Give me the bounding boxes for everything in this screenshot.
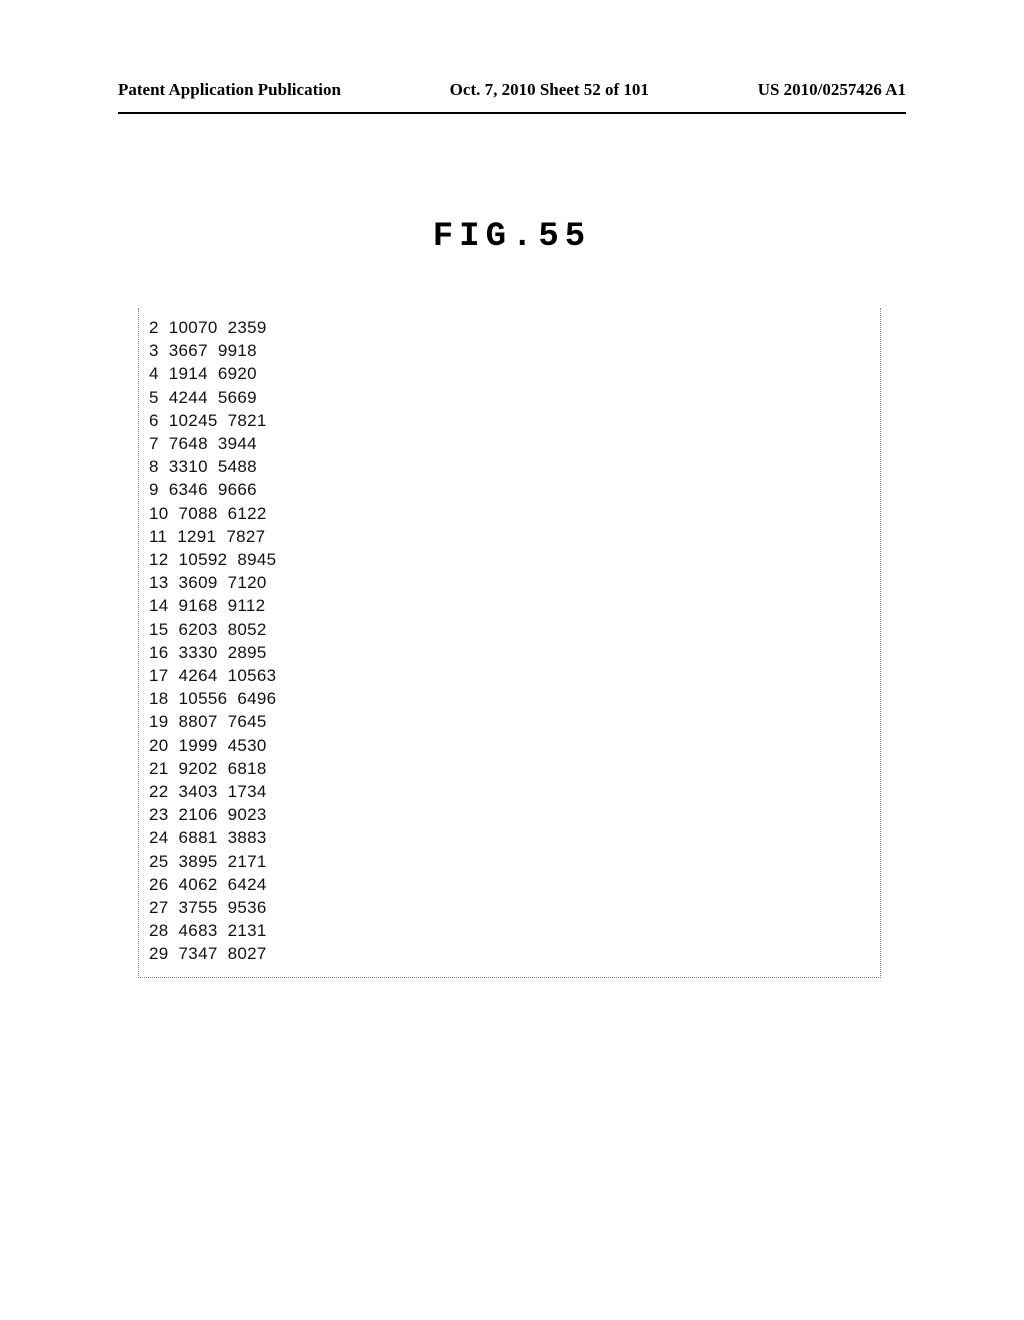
- data-row: 27 3755 9536: [149, 896, 880, 919]
- header-rule: [118, 112, 906, 114]
- data-row: 9 6346 9666: [149, 478, 880, 501]
- data-row: 5 4244 5669: [149, 386, 880, 409]
- data-row: 20 1999 4530: [149, 734, 880, 757]
- data-row: 10 7088 6122: [149, 502, 880, 525]
- data-row: 12 10592 8945: [149, 548, 880, 571]
- data-row: 23 2106 9023: [149, 803, 880, 826]
- header-left: Patent Application Publication: [118, 80, 341, 100]
- data-row: 15 6203 8052: [149, 618, 880, 641]
- data-row: 28 4683 2131: [149, 919, 880, 942]
- data-row: 3 3667 9918: [149, 339, 880, 362]
- data-row: 8 3310 5488: [149, 455, 880, 478]
- data-row: 16 3330 2895: [149, 641, 880, 664]
- header-center: Oct. 7, 2010 Sheet 52 of 101: [450, 80, 649, 100]
- data-row: 18 10556 6496: [149, 687, 880, 710]
- data-row: 26 4062 6424: [149, 873, 880, 896]
- data-row: 7 7648 3944: [149, 432, 880, 455]
- data-row: 14 9168 9112: [149, 594, 880, 617]
- data-row: 29 7347 8027: [149, 942, 880, 965]
- data-row: 4 1914 6920: [149, 362, 880, 385]
- data-row: 24 6881 3883: [149, 826, 880, 849]
- figure-title: FIG.55: [0, 218, 1024, 256]
- page: Patent Application Publication Oct. 7, 2…: [0, 0, 1024, 1320]
- data-row: 2 10070 2359: [149, 316, 880, 339]
- page-header: Patent Application Publication Oct. 7, 2…: [118, 80, 906, 100]
- data-row: 19 8807 7645: [149, 710, 880, 733]
- data-row: 22 3403 1734: [149, 780, 880, 803]
- data-table: 2 10070 23593 3667 99184 1914 69205 4244…: [138, 308, 881, 978]
- header-right: US 2010/0257426 A1: [758, 80, 906, 100]
- data-row: 13 3609 7120: [149, 571, 880, 594]
- data-row: 21 9202 6818: [149, 757, 880, 780]
- data-row: 11 1291 7827: [149, 525, 880, 548]
- data-row: 25 3895 2171: [149, 850, 880, 873]
- data-row: 17 4264 10563: [149, 664, 880, 687]
- data-row: 6 10245 7821: [149, 409, 880, 432]
